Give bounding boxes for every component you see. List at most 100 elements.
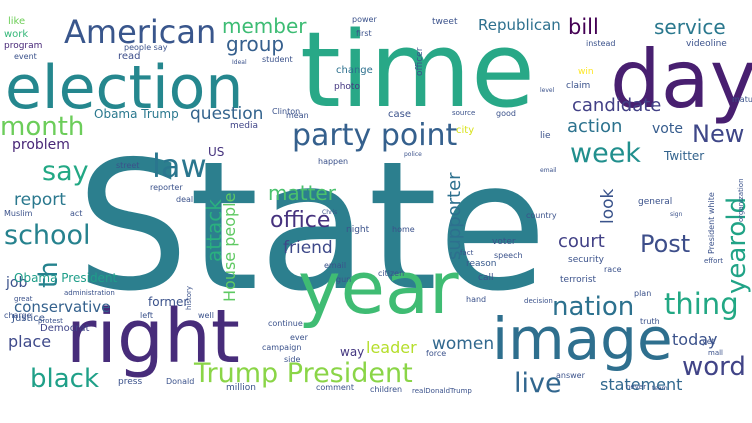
word-city: city <box>456 125 475 136</box>
word-instead: instead <box>586 39 616 48</box>
word-problem: problem <box>12 137 70 153</box>
word-side: side <box>284 355 301 364</box>
word-member: member <box>222 14 307 38</box>
word-clinton: Clinton <box>272 107 301 116</box>
word-decision: decision <box>524 297 553 305</box>
word-protest: protest <box>38 317 63 325</box>
word-action: action <box>567 116 623 137</box>
word-sign: sign <box>670 211 683 218</box>
word-truth: truth <box>640 317 660 326</box>
word-voter: voter <box>492 237 516 247</box>
word-bill: bill <box>568 15 599 39</box>
word-force: force <box>426 349 447 358</box>
word-country: country <box>526 211 557 220</box>
word-claim: claim <box>566 81 591 91</box>
word-obama-trump: Obama Trump <box>94 107 179 121</box>
word-muslim: Muslim <box>4 209 33 218</box>
word-ever: ever <box>290 333 308 342</box>
word-media: media <box>230 121 259 131</box>
word-week: week <box>570 138 641 169</box>
word-us: US <box>208 145 225 159</box>
word-twitter: Twitter <box>664 149 705 163</box>
word-power: power <box>352 15 377 24</box>
word-chris: Chris <box>322 209 338 216</box>
word-mean: mean <box>286 111 309 120</box>
word-school: school <box>4 220 91 251</box>
word-nation: nation <box>552 292 635 322</box>
word-house-people: House people <box>220 192 239 302</box>
word-matu: matu <box>732 95 752 104</box>
word-office: office <box>270 208 331 233</box>
word-people-say: people say <box>124 43 168 52</box>
word-matter: matter <box>268 181 336 205</box>
word-conservative: conservative <box>14 298 111 316</box>
word-first: first <box>356 29 372 38</box>
word-general: general <box>638 197 673 207</box>
word-th: th <box>34 261 64 288</box>
word-night: night <box>346 225 370 235</box>
word-citizen: citizen <box>378 269 405 278</box>
word-reporter: reporter <box>150 183 183 192</box>
word-event: event <box>14 52 37 61</box>
word-vote: vote <box>652 121 683 137</box>
word-service: service <box>654 15 726 39</box>
word-job: job <box>6 275 28 291</box>
word-statement: statement <box>600 375 683 394</box>
word-supporter: supporter <box>444 172 465 260</box>
word-great: great <box>14 295 33 303</box>
word-children: children <box>370 385 403 394</box>
word-gun: gun <box>336 275 352 284</box>
word-candidate: candidate <box>572 95 662 116</box>
word-question: question <box>190 104 264 124</box>
word-way: way <box>340 345 365 359</box>
word-state: State <box>76 123 548 330</box>
word-work: work <box>4 29 29 40</box>
word-yet: yet <box>702 337 715 346</box>
word-today: today <box>672 330 718 349</box>
word-call: call <box>478 273 494 283</box>
word-hand: hand <box>466 295 487 304</box>
word-donald: Donald <box>166 377 195 386</box>
word-live: live <box>514 368 562 399</box>
word-tweet: tweet <box>432 17 458 27</box>
word-well: well <box>198 311 214 320</box>
word-president-white: President white <box>707 192 716 254</box>
word-change: change <box>336 65 373 76</box>
word-act: act <box>70 209 83 218</box>
word-court: court <box>558 231 605 252</box>
word-obama-president: Obama President <box>14 271 118 285</box>
word-history: history <box>185 285 193 310</box>
word-ideal: Ideal <box>232 59 247 66</box>
word-race: race <box>604 265 622 274</box>
word-street: street <box>116 161 140 170</box>
word-time: time <box>300 9 535 131</box>
word-mall: mall <box>708 349 723 357</box>
word-answer: answer <box>556 371 585 380</box>
word-comment: comment <box>316 383 355 392</box>
word-press: press <box>118 377 143 387</box>
word-win: win <box>578 67 594 77</box>
word-day: day <box>610 33 752 126</box>
word-democrat: Democrat <box>40 323 90 334</box>
word-case: case <box>388 109 411 120</box>
word-email-2: email <box>540 167 557 174</box>
word-happen: happen <box>318 157 349 166</box>
word-deal: deal <box>176 195 194 204</box>
word-friend: friend <box>283 238 333 258</box>
word-place: place <box>8 332 52 351</box>
word-level: level <box>540 87 555 94</box>
word-justice: Justice <box>12 313 45 324</box>
word-post: Post <box>640 230 691 258</box>
word-black: black <box>30 364 100 394</box>
word-administration: administration <box>64 289 115 297</box>
word-election: election <box>5 53 244 123</box>
word-month: month <box>0 112 85 142</box>
word-republican: Republican <box>478 16 561 34</box>
word-group: group <box>226 32 285 56</box>
word-trump-president: Trump President <box>194 358 413 389</box>
word-organization: organization <box>737 178 745 222</box>
word-lie: lie <box>540 131 551 141</box>
word-program: program <box>4 41 43 51</box>
word-leader: leader <box>366 338 417 357</box>
